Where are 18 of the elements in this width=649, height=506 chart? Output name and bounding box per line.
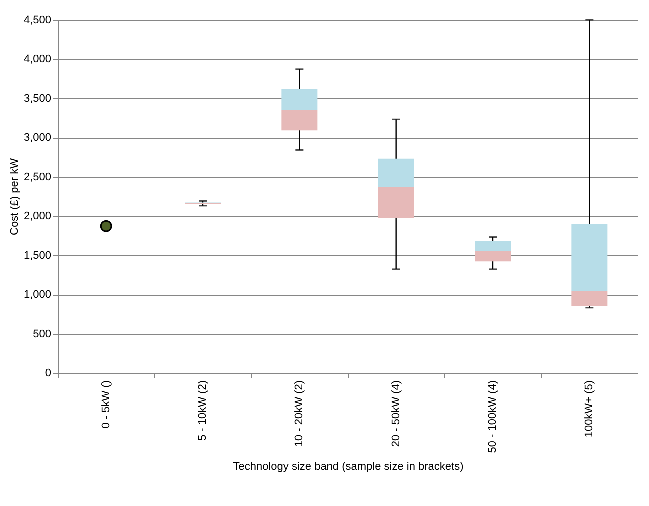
y-tick-label: 1,000 <box>24 289 52 302</box>
y-tick-label: 4,500 <box>24 14 52 26</box>
y-tick-label: 4,000 <box>24 54 52 66</box>
x-tick-label: 20 - 50kW (4) <box>390 380 402 448</box>
y-tick-label: 0 <box>45 368 52 380</box>
y-tick-label: 500 <box>33 328 52 340</box>
x-axis-title: Technology size band (sample size in brackets) <box>233 461 464 474</box>
x-tick-label: 5 - 10kW (2) <box>197 380 209 442</box>
x-tick-label: 0 - 5kW () <box>100 380 112 429</box>
y-axis-title: Cost (£) per kW <box>8 158 21 236</box>
y-tick-label: 1,500 <box>24 250 52 262</box>
x-tick-label: 100kW+ (5) <box>584 380 596 438</box>
y-tick-label: 2,000 <box>24 210 52 223</box>
y-tick-label: 3,000 <box>24 132 52 144</box>
y-tick-label: 2,500 <box>24 171 52 184</box>
x-tick-label: 10 - 20kW (2) <box>294 380 306 448</box>
x-tick-label: 50 - 100kW (4) <box>487 380 499 454</box>
y-tick-label: 3,500 <box>24 92 52 105</box>
